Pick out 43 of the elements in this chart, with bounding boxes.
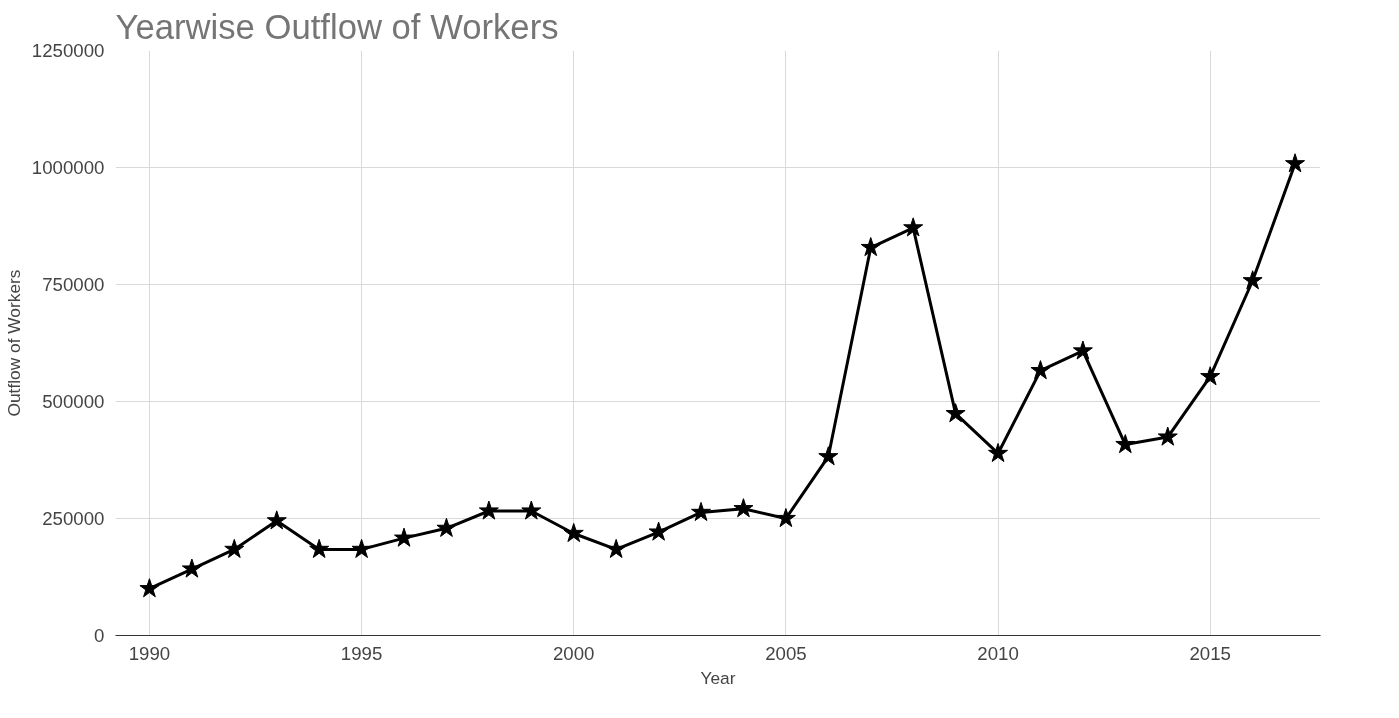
y-tick-label: 1250000	[31, 40, 105, 61]
x-tick-label: 1990	[128, 642, 171, 664]
point	[691, 501, 712, 522]
point	[733, 498, 754, 518]
point	[1157, 426, 1178, 446]
point	[563, 522, 584, 543]
x-tick-label: 2010	[977, 642, 1019, 664]
point	[436, 517, 457, 537]
chart-title: Yearwise Outflow of Workers	[115, 7, 559, 46]
point	[266, 510, 287, 530]
y-tick-label: 250000	[42, 508, 105, 529]
x-axis-title: Year	[700, 667, 736, 688]
point	[1030, 360, 1051, 380]
y-tick-label: 500000	[42, 391, 105, 412]
point	[394, 527, 415, 547]
point	[606, 538, 627, 558]
x-tick-label: 2000	[552, 642, 595, 664]
point	[309, 538, 330, 558]
y-tick-label: 0	[94, 625, 105, 646]
point	[860, 237, 881, 257]
point	[903, 217, 924, 237]
point	[1200, 366, 1221, 386]
point	[181, 558, 202, 578]
point	[775, 508, 796, 528]
x-tick-label: 2005	[765, 642, 807, 664]
point	[521, 500, 542, 520]
point	[139, 578, 160, 598]
y-axis-title: Outflow of Workers	[3, 269, 24, 417]
point	[648, 521, 669, 541]
x-tick-label: 2015	[1189, 642, 1231, 664]
point	[1072, 340, 1093, 360]
point	[945, 403, 966, 423]
point	[1242, 270, 1263, 290]
point	[988, 442, 1009, 463]
point	[1115, 434, 1136, 454]
point	[478, 500, 499, 520]
point	[1285, 153, 1306, 173]
y-tick-label: 750000	[42, 274, 105, 295]
point	[351, 538, 372, 558]
point	[818, 446, 839, 466]
x-tick-label: 1995	[340, 642, 383, 664]
y-tick-label: 1000000	[31, 157, 105, 178]
point	[224, 538, 245, 558]
